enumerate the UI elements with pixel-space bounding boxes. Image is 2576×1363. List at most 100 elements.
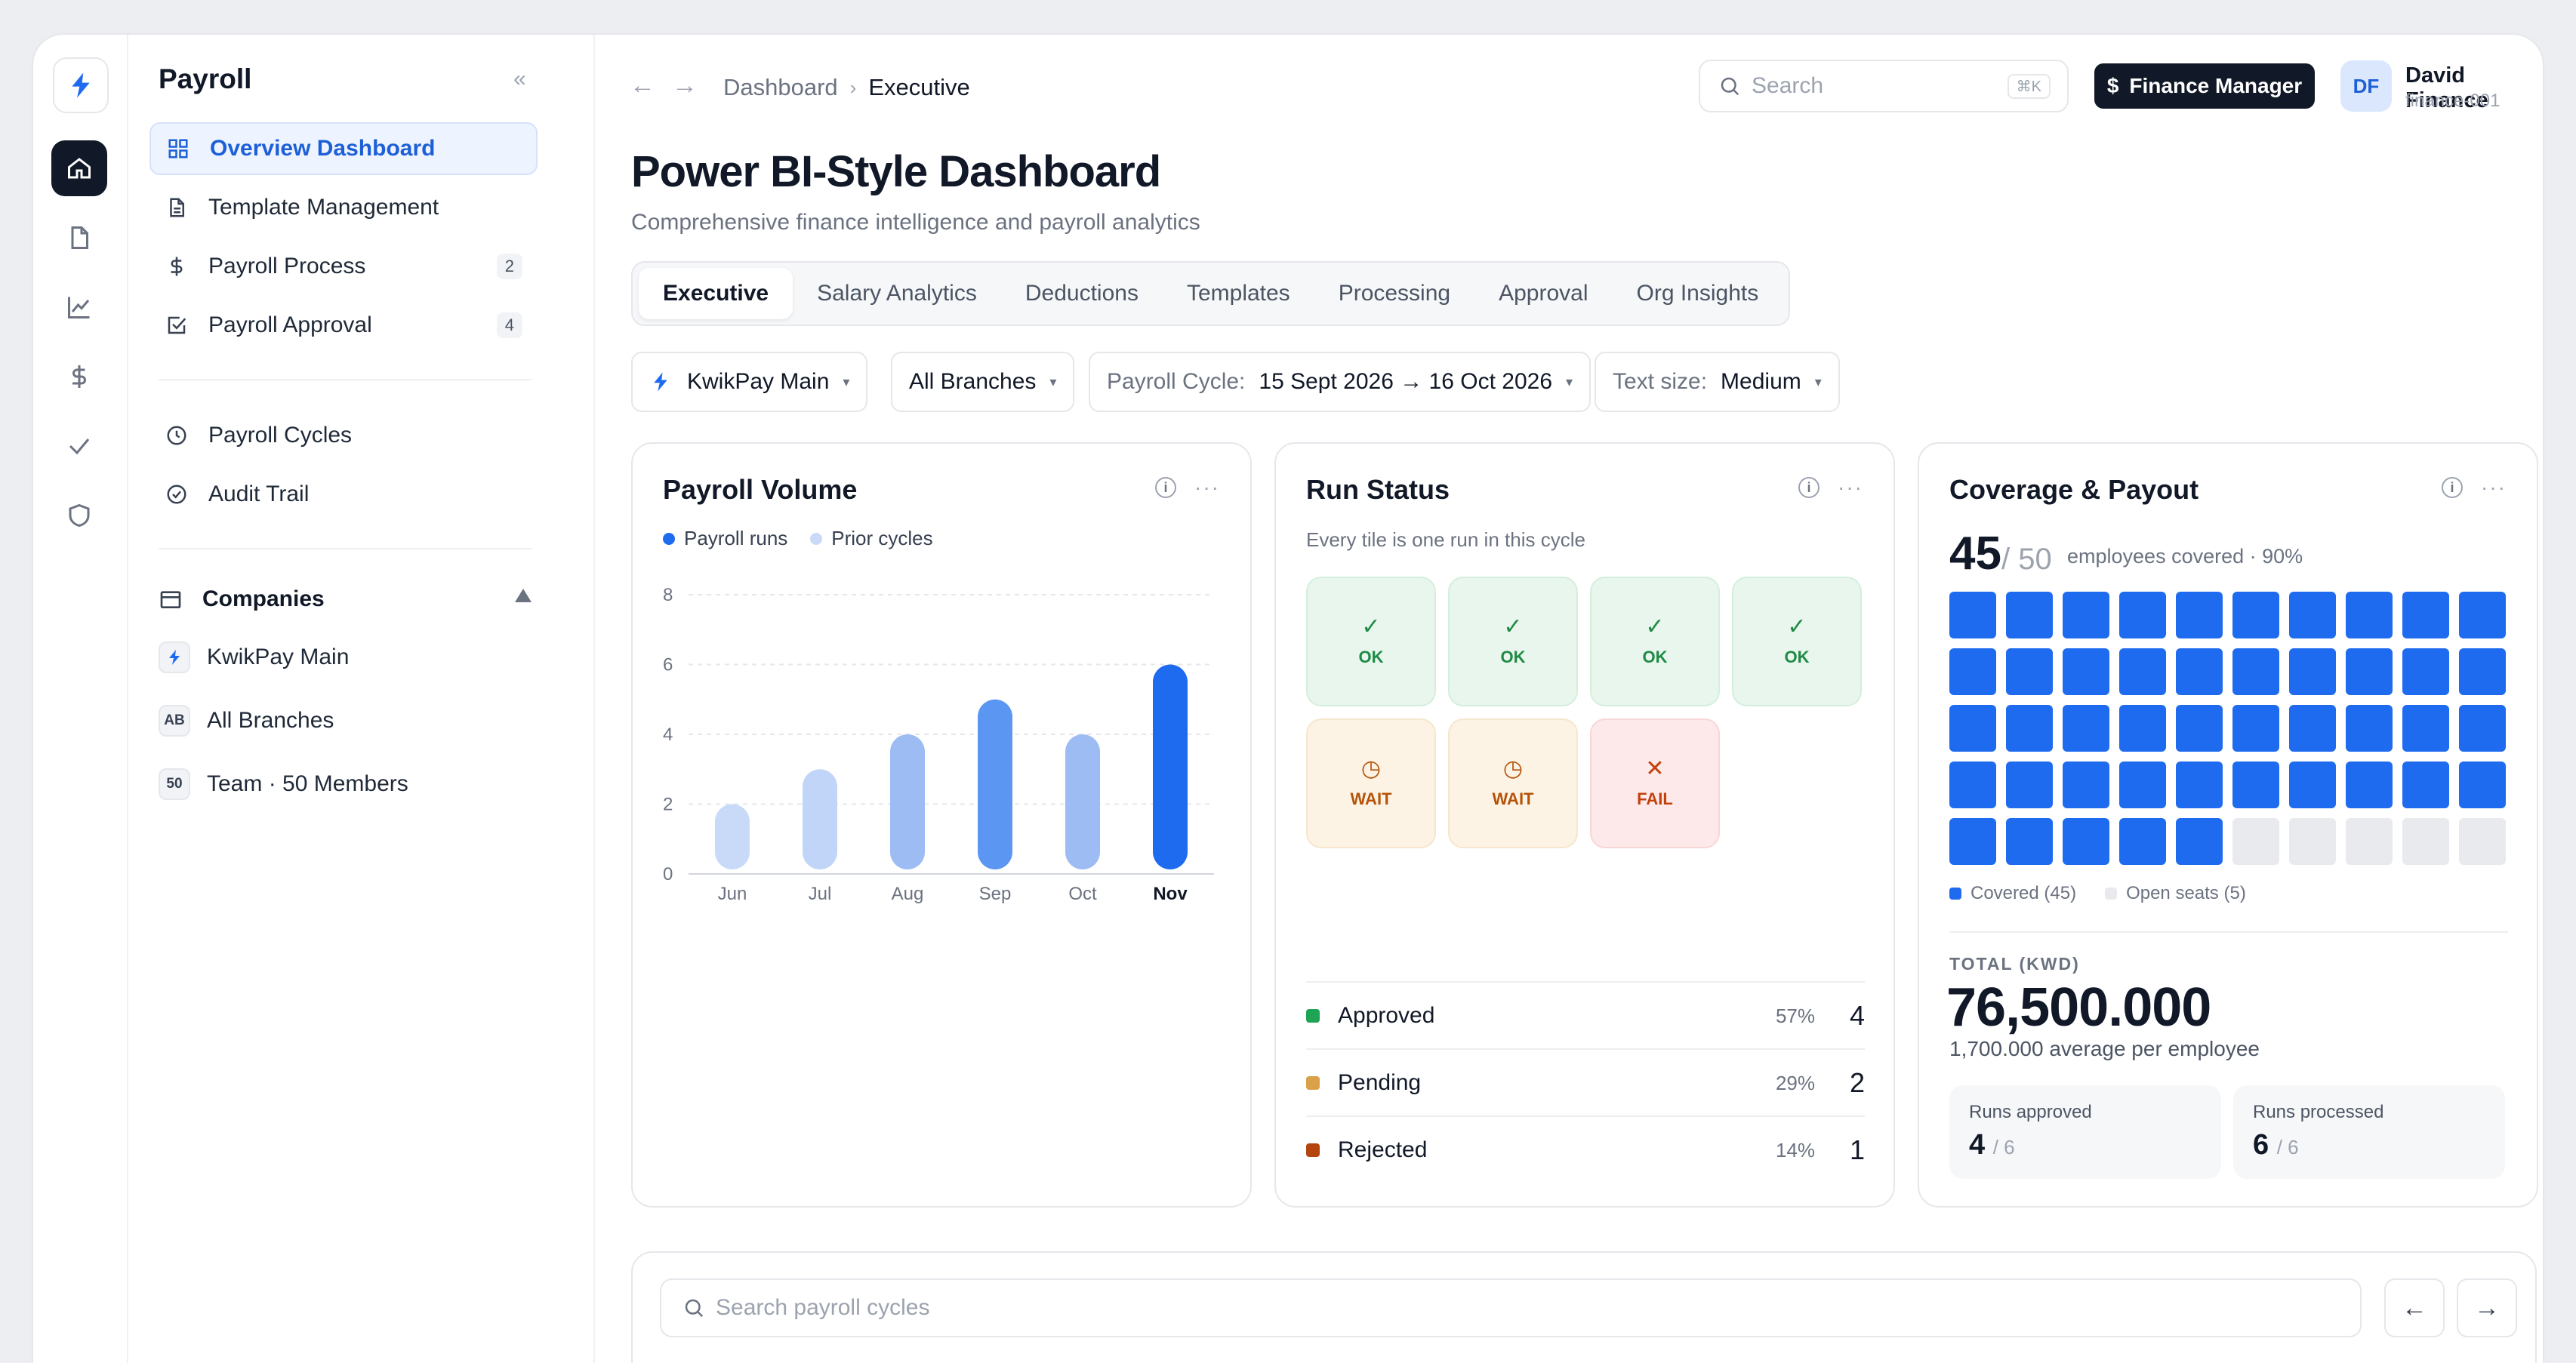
run-tile-wait[interactable]: ◷ WAIT [1306,718,1436,848]
status-row-approved: Approved 57% 4 [1306,981,1865,1049]
seat-covered [2346,648,2393,695]
chart-legend: Payroll runs Prior cycles [663,527,956,550]
avatar[interactable]: DF [2340,60,2392,112]
payroll-volume-chart: 0 2 4 6 8 Jun Jul Aug Sep Oct Nov [663,585,1214,904]
sidebar-item-template-management[interactable]: Template Management [149,181,538,234]
seat-covered [2006,761,2053,808]
bar-sep[interactable] [978,699,1012,869]
seat-covered [2232,648,2279,695]
tab-processing[interactable]: Processing [1338,281,1451,306]
seat-covered [2006,705,2053,752]
seat-covered [2402,705,2449,752]
sidebar-item-overview-dashboard[interactable]: Overview Dashboard [149,122,538,175]
info-icon[interactable]: i [2442,477,2464,498]
rail-home-button[interactable] [51,140,107,196]
tab-salary-analytics[interactable]: Salary Analytics [817,281,977,306]
company-select[interactable]: KwikPay Main ▾ [631,352,868,412]
sidebar-item-payroll-process[interactable]: Payroll Process 2 [149,240,538,293]
seat-covered [2063,705,2109,752]
run-tile-ok[interactable]: ✓ OK [1590,577,1720,706]
clock-icon [162,420,192,451]
seat-covered [2232,761,2279,808]
check-icon: ✓ [1361,614,1381,639]
tab-deductions[interactable]: Deductions [1025,281,1139,306]
company-avatar: 50 [159,768,190,800]
payroll-cycles-search-input[interactable]: Search payroll cycles [660,1278,2362,1337]
collapse-sidebar-icon[interactable]: « [513,66,526,91]
run-tile-ok[interactable]: ✓ OK [1732,577,1862,706]
seat-covered [2232,592,2279,638]
company-avatar: AB [159,705,190,737]
run-tile-ok[interactable]: ✓ OK [1448,577,1578,706]
seat-covered [2006,592,2053,638]
seat-covered [2346,761,2393,808]
seat-covered [2459,648,2506,695]
breadcrumb-dashboard[interactable]: Dashboard [723,74,838,100]
check-icon: ✓ [1503,614,1523,639]
sidebar-item-label: Payroll Process [208,254,366,278]
seat-covered [2006,648,2053,695]
clock-icon: ◷ [1360,756,1382,781]
sidebar-item-payroll-cycles[interactable]: Payroll Cycles [149,409,538,462]
forward-arrow-icon[interactable]: → [672,71,698,100]
info-icon[interactable]: i [1155,477,1177,498]
more-options-icon[interactable]: ··· [1838,475,1863,499]
companies-label: Companies [202,586,325,611]
rail-documents-button[interactable] [51,210,107,266]
company-item-kwikpay-main[interactable]: KwikPay Main [159,638,536,676]
seat-covered [1949,818,1996,865]
role-label: Finance Manager [2129,74,2303,97]
card-actions: i ··· [2442,475,2507,500]
rail-approvals-button[interactable] [51,418,107,474]
more-options-icon[interactable]: ··· [1194,475,1220,499]
bar-oct[interactable] [1065,734,1100,869]
seat-covered [2119,592,2166,638]
finance-manager-button[interactable]: $ Finance Manager [2094,63,2315,109]
global-search-input[interactable]: Search ⌘K [1699,60,2069,112]
building-icon [160,591,181,608]
run-tile-ok[interactable]: ✓ OK [1306,577,1436,706]
sidebar-item-label: Payroll Cycles [208,423,353,448]
chevron-down-icon: ▾ [1814,374,1822,389]
sidebar-item-audit-trail[interactable]: Audit Trail [149,468,538,521]
tab-executive[interactable]: Executive [639,268,793,319]
payroll-cycle-select[interactable]: Payroll Cycle: 15 Sept 2026 → 16 Oct 202… [1089,352,1592,412]
run-tile-fail[interactable]: ✕ FAIL [1590,718,1720,848]
company-item-team[interactable]: 50 Team · 50 Members [159,765,536,803]
tab-bar: Executive Salary Analytics Deductions Te… [631,261,1791,326]
sidebar-item-payroll-approval[interactable]: Payroll Approval 4 [149,299,538,352]
user-id: finance-001 [2405,91,2501,111]
seat-covered [2459,592,2506,638]
rail-security-button[interactable] [51,488,107,543]
bar-aug[interactable] [890,734,925,869]
shield-icon [69,503,90,528]
company-item-all-branches[interactable]: AB All Branches [159,702,536,740]
text-size-select[interactable]: Text size: Medium ▾ [1595,352,1840,412]
tab-org-insights[interactable]: Org Insights [1636,281,1759,306]
next-page-button[interactable]: → [2457,1278,2517,1337]
companies-section-header[interactable]: Companies [159,583,536,616]
bar-jun[interactable] [715,804,750,870]
prev-page-button[interactable]: ← [2384,1278,2445,1337]
tab-templates[interactable]: Templates [1186,281,1290,306]
tab-approval[interactable]: Approval [1499,281,1588,306]
branches-select-value: All Branches [909,369,1037,394]
back-arrow-icon[interactable]: ← [630,71,655,100]
run-tile-wait[interactable]: ◷ WAIT [1448,718,1578,848]
status-swatch [1306,1009,1320,1023]
breadcrumb-separator-icon: › [849,75,857,99]
more-options-icon[interactable]: ··· [2481,475,2507,499]
bar-jul[interactable] [803,769,837,869]
rail-analytics-button[interactable] [51,279,107,335]
seat-covered [2063,592,2109,638]
branches-select[interactable]: All Branches ▾ [891,352,1075,412]
rail-payroll-button[interactable] [51,349,107,405]
runs-approved-value: 4 / 6 [1969,1129,2015,1161]
collapse-caret-icon[interactable] [515,589,532,602]
company-label: Team · 50 Members [207,771,408,796]
bar-nov[interactable] [1153,664,1188,870]
app-logo[interactable] [53,57,109,113]
info-icon[interactable]: i [1798,477,1820,498]
seat-covered [2176,592,2223,638]
runs-approved-count: 4 [1969,1129,1986,1161]
